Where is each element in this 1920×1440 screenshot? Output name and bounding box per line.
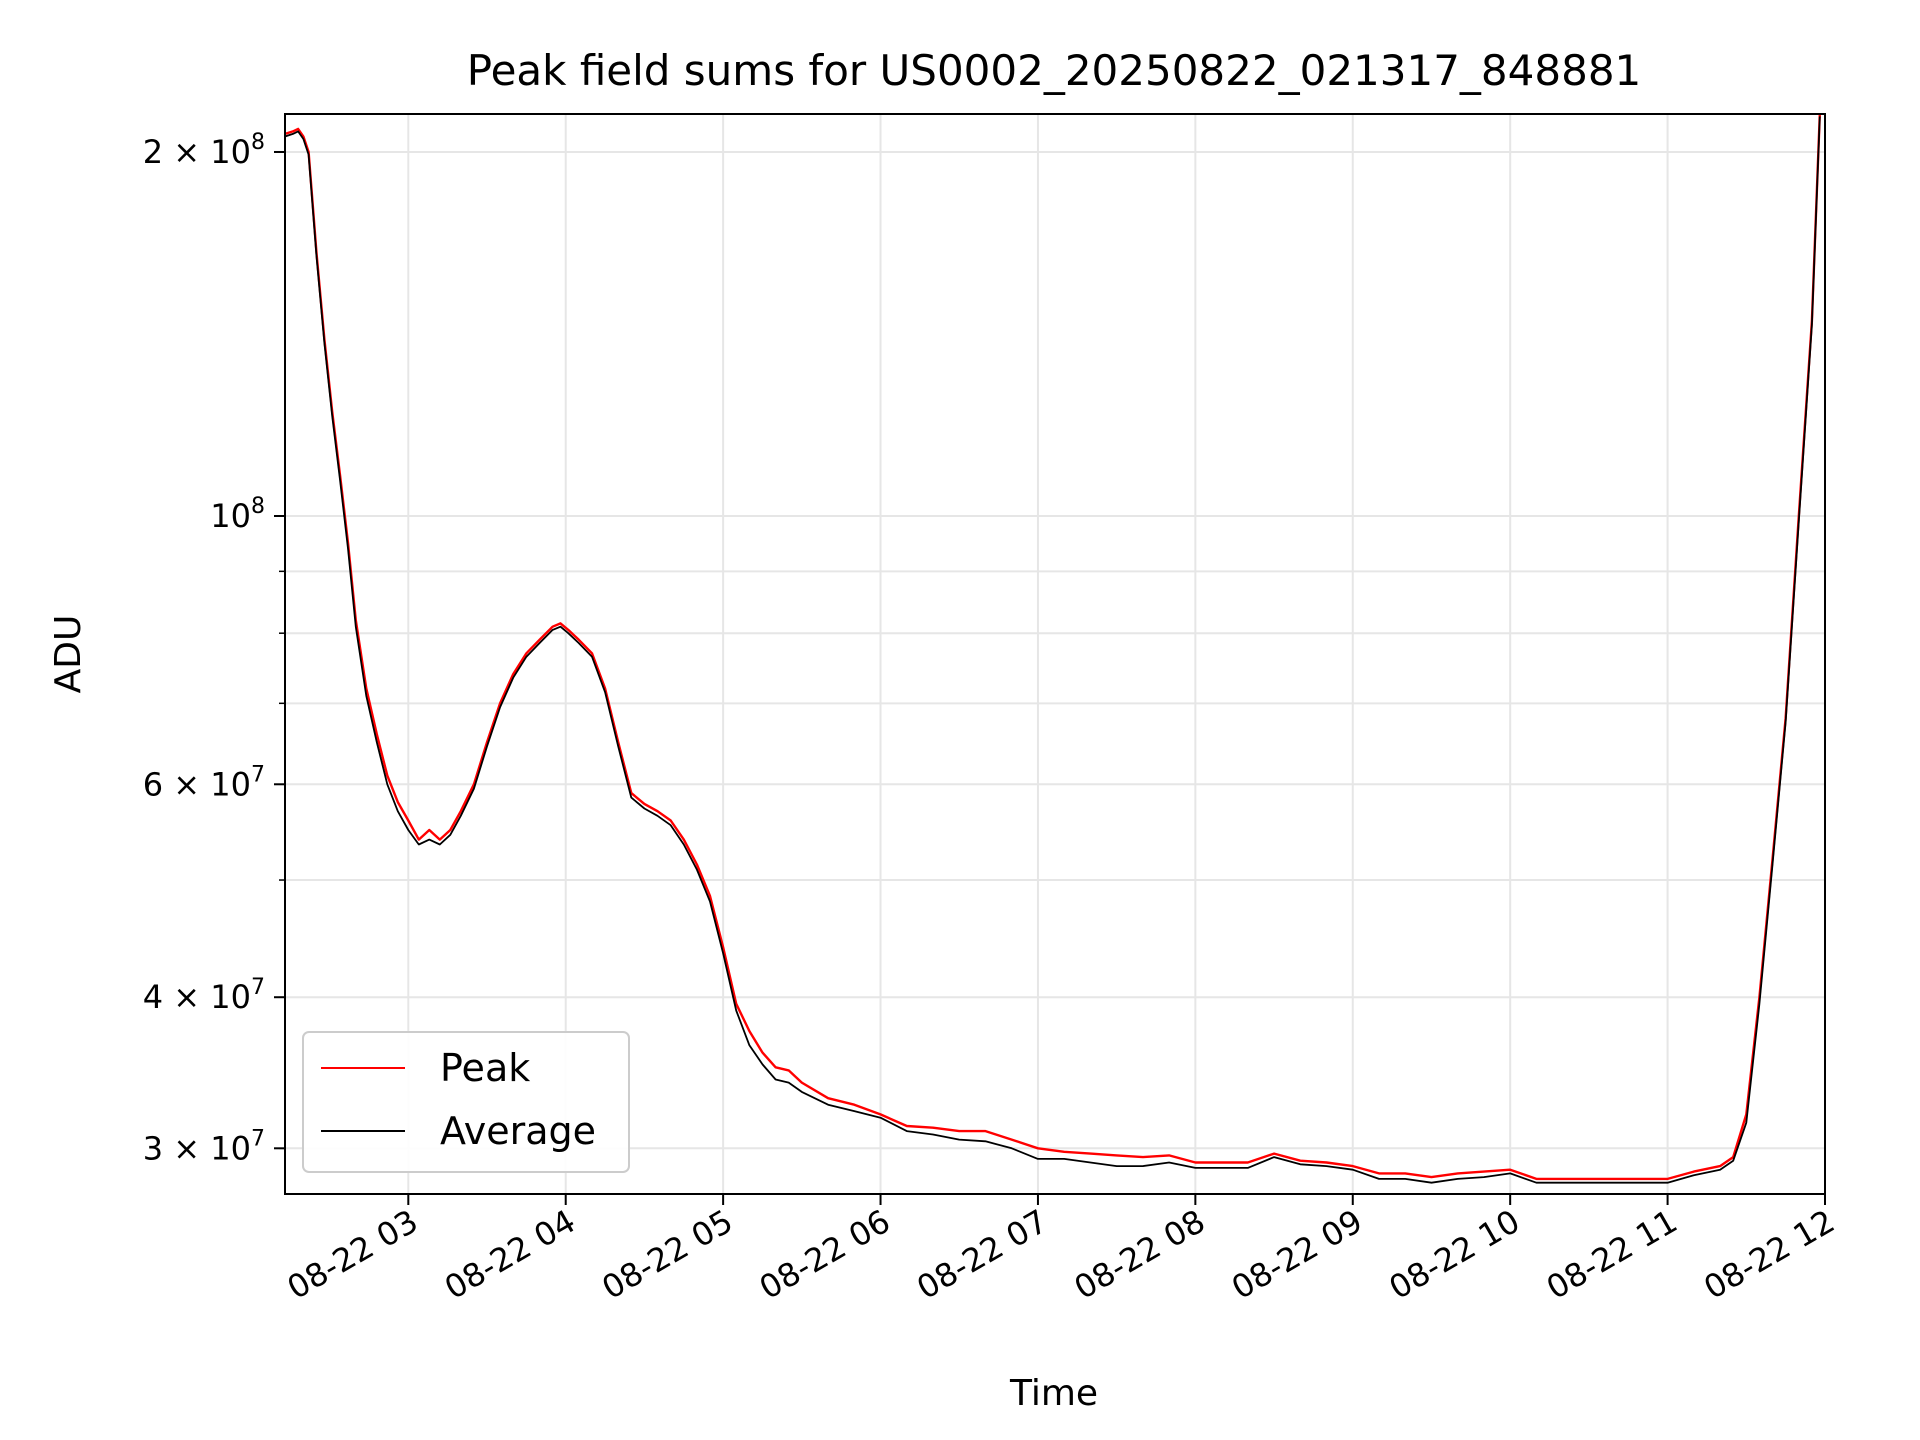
y-tick-label: 108	[210, 494, 265, 535]
x-tick-label: 08-22 05	[596, 1202, 740, 1307]
plot-frame	[284, 113, 1826, 1195]
x-tick-label: 08-22 11	[1540, 1202, 1684, 1307]
x-tick-label: 08-22 10	[1383, 1202, 1527, 1307]
y-axis-ticks: 2 × 108 108 6 × 107 4 × 107 3 × 107	[143, 130, 285, 1167]
x-tick-label: 08-22 04	[438, 1202, 582, 1307]
series-line-peak	[285, 114, 1821, 1181]
x-axis-label: Time	[1009, 1373, 1098, 1414]
x-tick-label: 08-22 09	[1225, 1202, 1369, 1307]
legend-peak-label: Peak	[440, 1046, 530, 1090]
legend: Peak Average	[302, 1031, 630, 1173]
y-tick-label: 6 × 107	[143, 762, 265, 803]
x-tick-label: 08-22 08	[1068, 1202, 1212, 1307]
series-line-average	[285, 116, 1821, 1184]
x-tick-label: 08-22 07	[910, 1202, 1054, 1307]
y-tick-label: 4 × 107	[143, 975, 265, 1016]
x-axis-ticks: 08-22 03 08-22 04 08-22 05 08-22 06 08-22 07…	[281, 1194, 1841, 1307]
x-tick-label: 08-22 06	[753, 1202, 897, 1307]
y-axis-label: ADU	[48, 615, 89, 694]
y-tick-label: 3 × 107	[143, 1126, 265, 1167]
grid-lines	[285, 114, 1826, 1194]
legend-average-label: Average	[440, 1109, 596, 1153]
x-tick-label: 08-22 12	[1697, 1202, 1841, 1307]
y-tick-label: 2 × 108	[143, 130, 265, 171]
plot-lines	[285, 114, 1821, 1184]
x-tick-label: 08-22 03	[281, 1202, 425, 1307]
chart-title: Peak field sums for US0002_20250822_0213…	[467, 46, 1642, 95]
